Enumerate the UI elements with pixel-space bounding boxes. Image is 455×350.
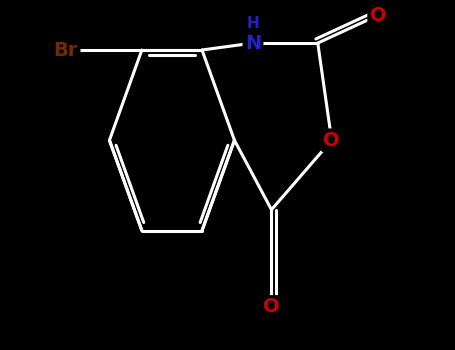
Text: O: O: [324, 131, 340, 150]
Text: Br: Br: [54, 41, 78, 60]
Text: H: H: [247, 16, 259, 32]
Text: N: N: [245, 34, 261, 52]
Text: O: O: [369, 6, 386, 25]
Text: O: O: [263, 298, 280, 316]
